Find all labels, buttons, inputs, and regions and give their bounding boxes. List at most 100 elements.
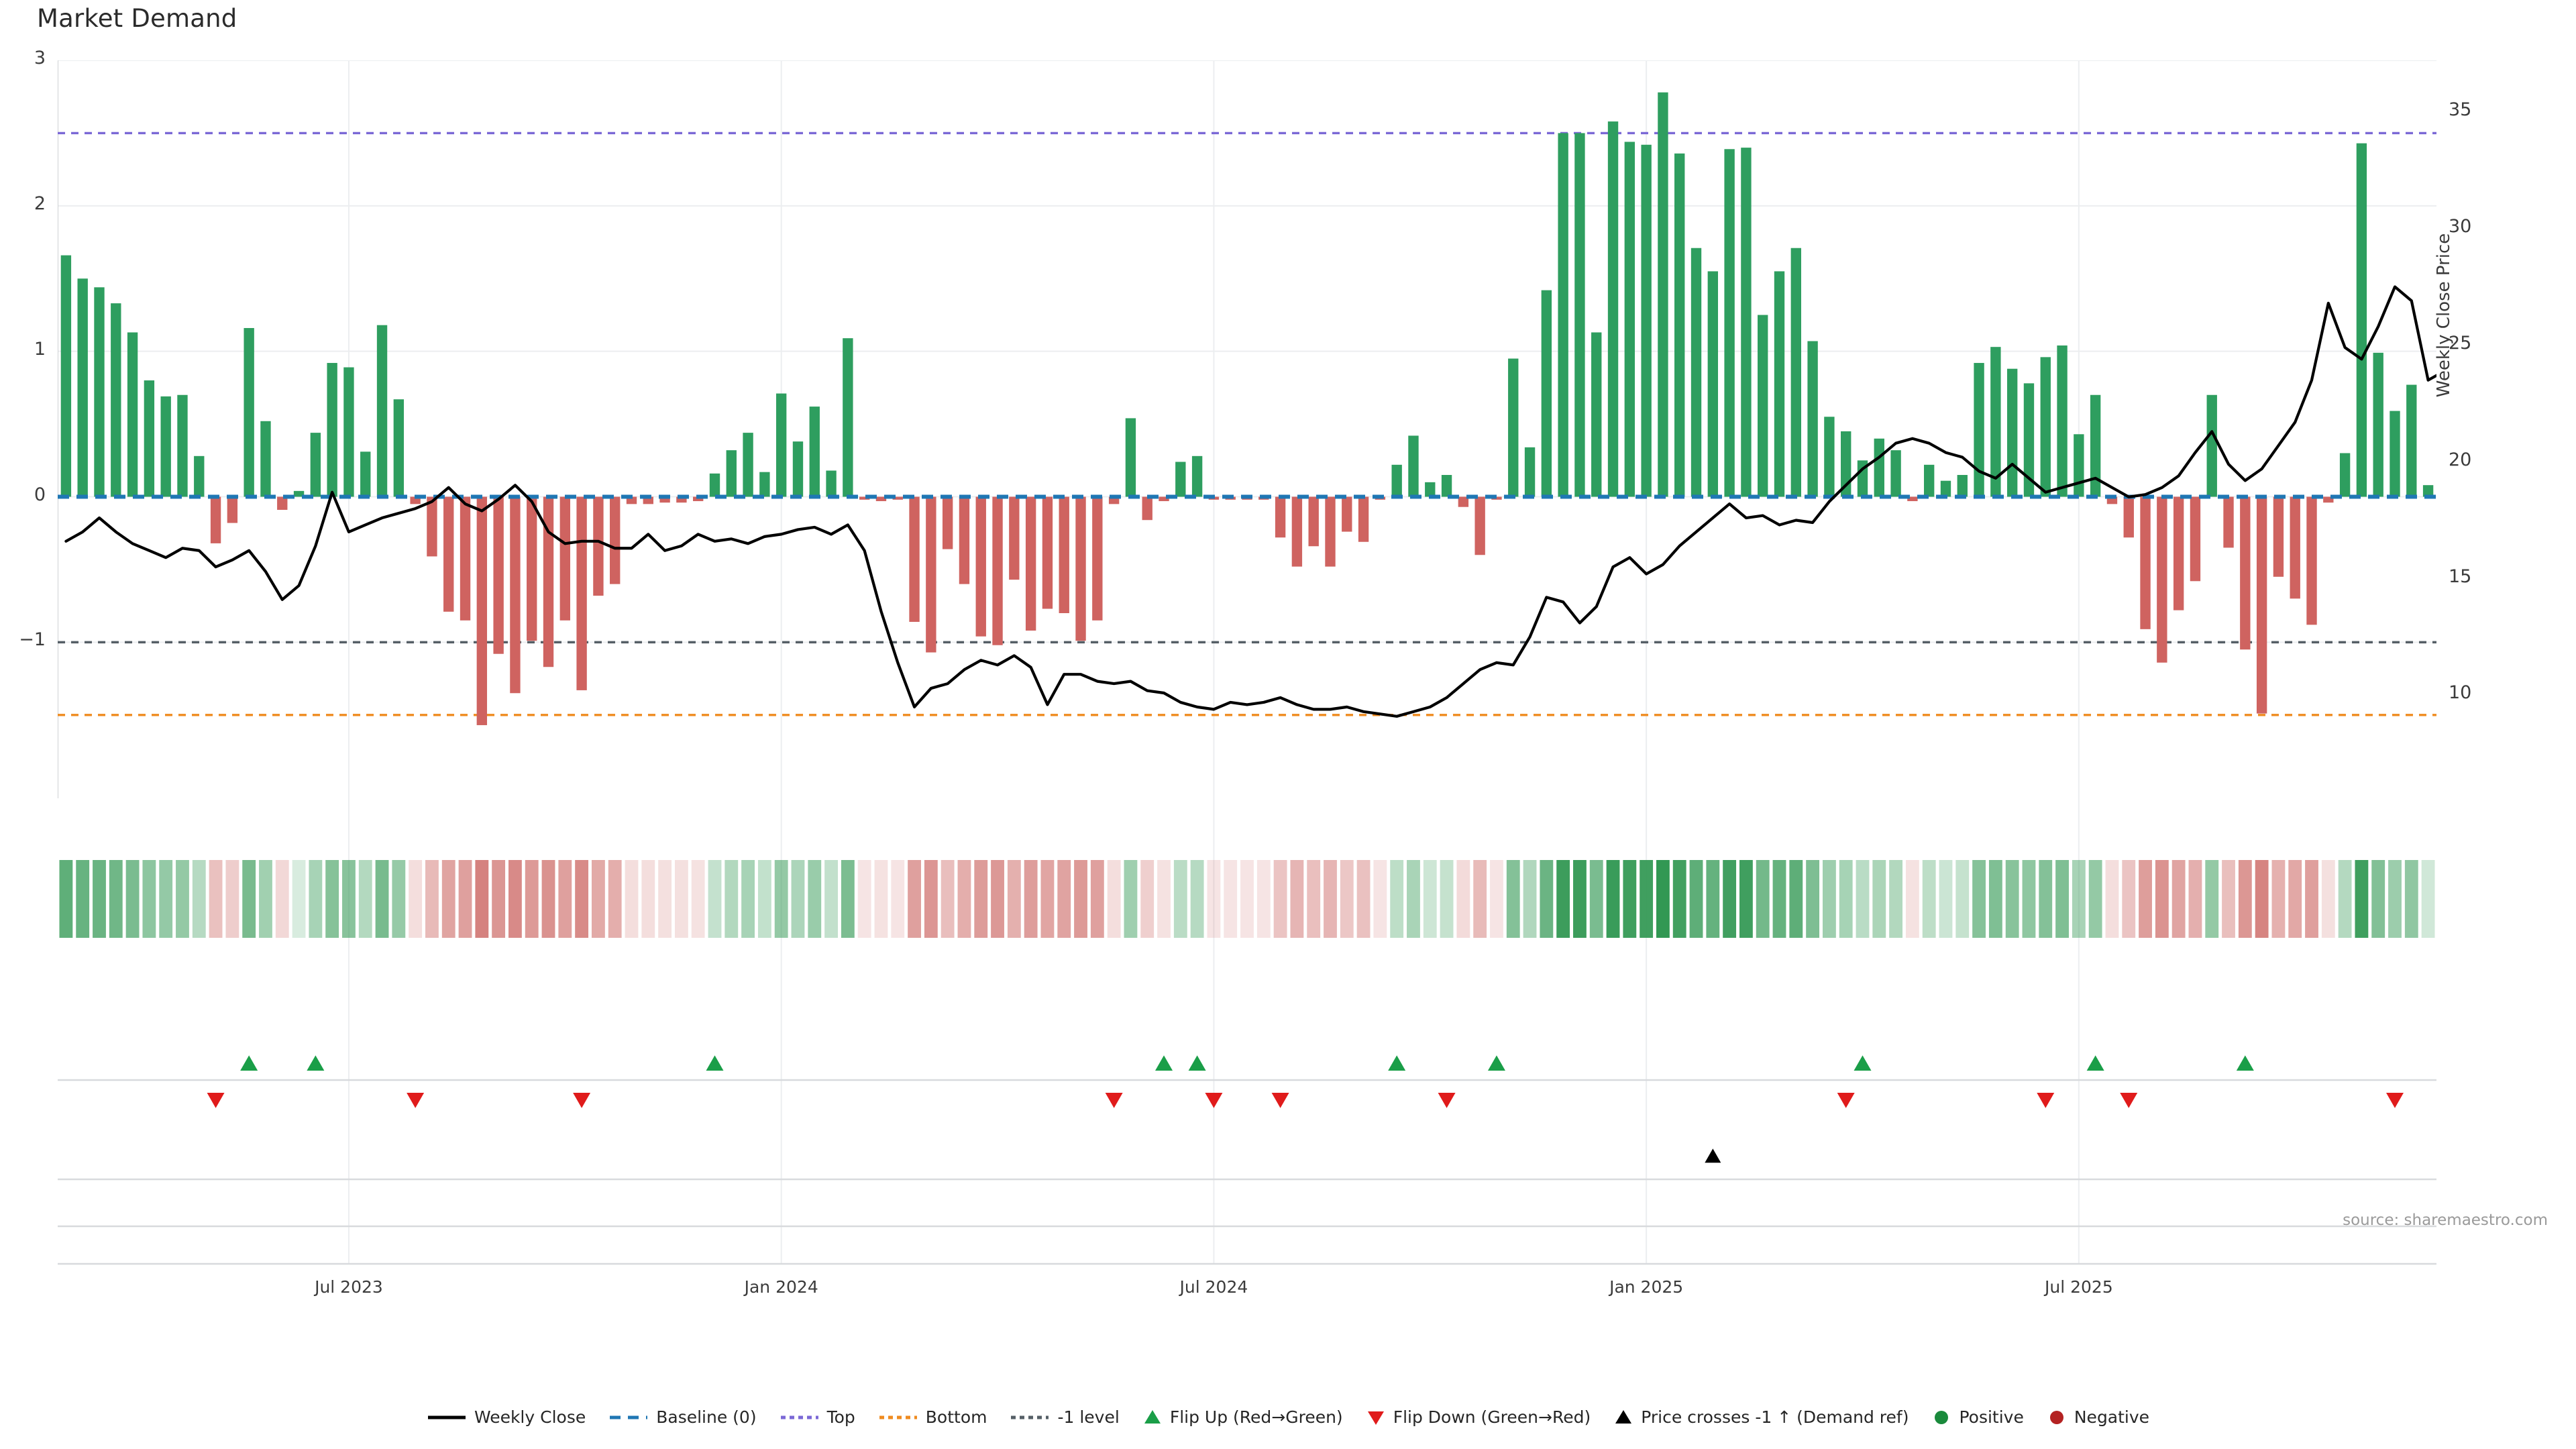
- bar-positive: [2090, 394, 2101, 497]
- heat-cell: [441, 860, 455, 938]
- bar-positive: [327, 363, 337, 497]
- heat-cell: [358, 860, 372, 938]
- heat-cell: [924, 860, 938, 938]
- x-tick: Jan 2025: [1609, 1277, 1684, 1297]
- heat-cell: [591, 860, 605, 938]
- bar-negative: [1458, 496, 1469, 507]
- legend-label: Flip Up (Red→Green): [1169, 1407, 1343, 1427]
- bar-negative: [2157, 496, 2167, 663]
- heat-cell: [741, 860, 755, 938]
- legend-line-solid-icon: [427, 1415, 466, 1419]
- heat-cell: [2388, 860, 2402, 938]
- bar-positive: [1758, 315, 1768, 497]
- y-tick-left: 1: [34, 338, 46, 360]
- heat-cell: [1556, 860, 1570, 938]
- heat-cell: [1173, 860, 1187, 938]
- heat-cell: [275, 860, 289, 938]
- heat-cell: [508, 860, 522, 938]
- bar-negative: [593, 496, 604, 596]
- bar-positive: [1841, 431, 1851, 497]
- bar-negative: [1025, 496, 1036, 631]
- bar-negative: [659, 496, 670, 503]
- legend-item[interactable]: Top: [780, 1407, 855, 1427]
- bar-positive: [1940, 480, 1951, 497]
- bar-negative: [2223, 496, 2234, 548]
- heat-cell: [1207, 860, 1221, 938]
- bar-negative: [859, 496, 870, 500]
- bar-positive: [343, 367, 354, 497]
- bar-negative: [559, 496, 571, 621]
- heat-cell: [2288, 860, 2302, 938]
- heat-cell: [59, 860, 73, 938]
- bar-negative: [1142, 496, 1152, 521]
- heat-cell: [309, 860, 323, 938]
- heat-cell: [1889, 860, 1903, 938]
- bar-positive: [1408, 435, 1419, 497]
- bar-positive: [111, 303, 121, 497]
- flip-up-marker: [240, 1055, 258, 1071]
- heat-cell: [1922, 860, 1936, 938]
- heat-cell: [1689, 860, 1703, 938]
- legend-item[interactable]: Price crosses -1 ↑ (Demand ref): [1613, 1407, 1909, 1427]
- legend-item[interactable]: Flip Up (Red→Green): [1142, 1407, 1343, 1427]
- legend-line-dotted-icon: [1011, 1415, 1049, 1419]
- heat-cell: [2122, 860, 2136, 938]
- heat-cell: [1672, 860, 1686, 938]
- heat-cell: [841, 860, 855, 938]
- bar-negative: [210, 496, 221, 543]
- legend-item[interactable]: Flip Down (Green→Red): [1366, 1407, 1591, 1427]
- legend-item[interactable]: Baseline (0): [608, 1407, 757, 1427]
- bar-negative: [875, 496, 887, 502]
- y-tick-right: 25: [2449, 332, 2472, 354]
- legend-item[interactable]: Weekly Close: [427, 1407, 586, 1427]
- legend-item[interactable]: -1 level: [1010, 1407, 1120, 1427]
- heat-cell: [1606, 860, 1620, 938]
- bar-positive: [1824, 417, 1835, 497]
- x-tick: Jul 2023: [315, 1277, 383, 1297]
- bar-negative: [1325, 496, 1336, 567]
- y-tick-left: 2: [34, 193, 46, 214]
- heat-cell: [1506, 860, 1520, 938]
- heat-cell: [2321, 860, 2335, 938]
- bar-negative: [2190, 496, 2201, 582]
- legend-line-dotted-icon: [879, 1415, 917, 1419]
- flip-down-marker: [2386, 1092, 2404, 1108]
- bar-positive: [77, 278, 88, 497]
- heat-cell: [2222, 860, 2235, 938]
- legend-circle-icon: [2049, 1410, 2063, 1424]
- bar-positive: [293, 490, 305, 497]
- bar-positive: [1741, 148, 1752, 497]
- heat-cell: [708, 860, 722, 938]
- bar-positive: [2006, 368, 2018, 497]
- heat-cell: [608, 860, 622, 938]
- heat-cell: [1955, 860, 1970, 938]
- heat-cell: [1523, 860, 1537, 938]
- bar-negative: [1108, 496, 1120, 504]
- bar-negative: [1059, 496, 1069, 613]
- heat-cell: [142, 860, 156, 938]
- bar-positive: [1923, 464, 1935, 497]
- heat-cell: [1140, 860, 1155, 938]
- heat-cell: [1706, 860, 1720, 938]
- bar-positive: [360, 451, 371, 497]
- legend-item[interactable]: Negative: [2047, 1407, 2149, 1427]
- flip-down-marker: [407, 1092, 425, 1108]
- bar-positive: [144, 380, 155, 497]
- heat-cell: [824, 860, 838, 938]
- heat-cell: [1806, 860, 1820, 938]
- bar-negative: [643, 496, 653, 504]
- flip-up-marker: [706, 1055, 724, 1071]
- bar-negative: [1042, 496, 1053, 609]
- legend-item[interactable]: Bottom: [878, 1407, 987, 1427]
- heat-cell: [492, 860, 506, 938]
- bar-negative: [1075, 496, 1086, 641]
- flip-up-marker: [307, 1055, 325, 1071]
- flip-down-marker: [1837, 1092, 1855, 1108]
- bar-positive: [709, 473, 720, 497]
- legend-item[interactable]: Positive: [1931, 1407, 2024, 1427]
- legend-circle-icon: [1935, 1410, 1949, 1424]
- heat-cell: [1988, 860, 2002, 938]
- bar-positive: [1890, 450, 1901, 497]
- bar-positive: [775, 393, 787, 497]
- heat-cell: [1190, 860, 1204, 938]
